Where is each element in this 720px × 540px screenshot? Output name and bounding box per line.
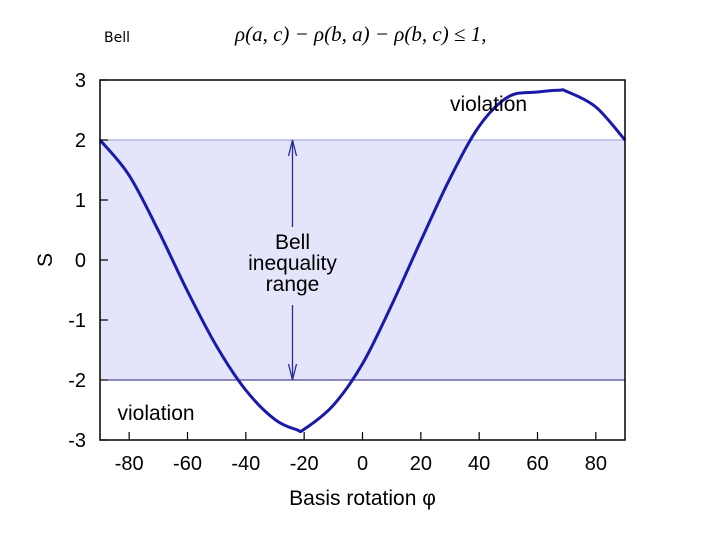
bell-range-band: [100, 140, 625, 380]
x-tick-label: 40: [468, 453, 490, 475]
curve-layer: [98, 88, 627, 434]
up-arrow-head: [287, 139, 298, 157]
x-tick-label: 20: [410, 453, 432, 475]
series-line-0: [98, 88, 627, 434]
x-tick-label: -40: [231, 453, 260, 475]
y-tick-label: 0: [75, 250, 86, 272]
y-tick-label: 2: [75, 130, 86, 152]
annotation-text: range: [266, 273, 320, 296]
annotation-text: Bell: [275, 231, 310, 254]
y-tick-label: 1: [75, 190, 86, 212]
annotation-text: violation: [118, 402, 195, 425]
y-tick-label: 3: [75, 70, 86, 92]
x-axis-title: Basis rotation φ: [289, 487, 436, 510]
tick-layer: [100, 79, 597, 441]
x-tick-label: 0: [357, 453, 368, 475]
annotation-text: inequality: [248, 252, 337, 275]
x-tick-label: 80: [585, 453, 607, 475]
slide-title-label: Bell: [104, 30, 130, 46]
x-tick-label: -60: [173, 453, 202, 475]
reference-lines: [100, 139, 625, 381]
y-tick-label: -2: [68, 370, 86, 392]
y-axis-title: S: [34, 253, 57, 267]
x-tick-label: -20: [290, 453, 319, 475]
x-tick-label: -80: [115, 453, 144, 475]
y-tick-label: -1: [68, 310, 86, 332]
band-layer: [100, 140, 625, 380]
x-tick-label: 60: [526, 453, 548, 475]
bell-inequality-formula: ρ(a, c) − ρ(b, a) − ρ(b, c) ≤ 1,: [235, 22, 487, 46]
range-arrows: [287, 139, 298, 381]
annotation-text: violation: [450, 93, 527, 116]
y-tick-label: -3: [68, 430, 86, 452]
down-arrow-head: [287, 363, 298, 381]
label-layer: -80 -60 -40 -20 0 20 40 60 80 3 2 1 0 -1 -2 -3: [68, 70, 607, 475]
